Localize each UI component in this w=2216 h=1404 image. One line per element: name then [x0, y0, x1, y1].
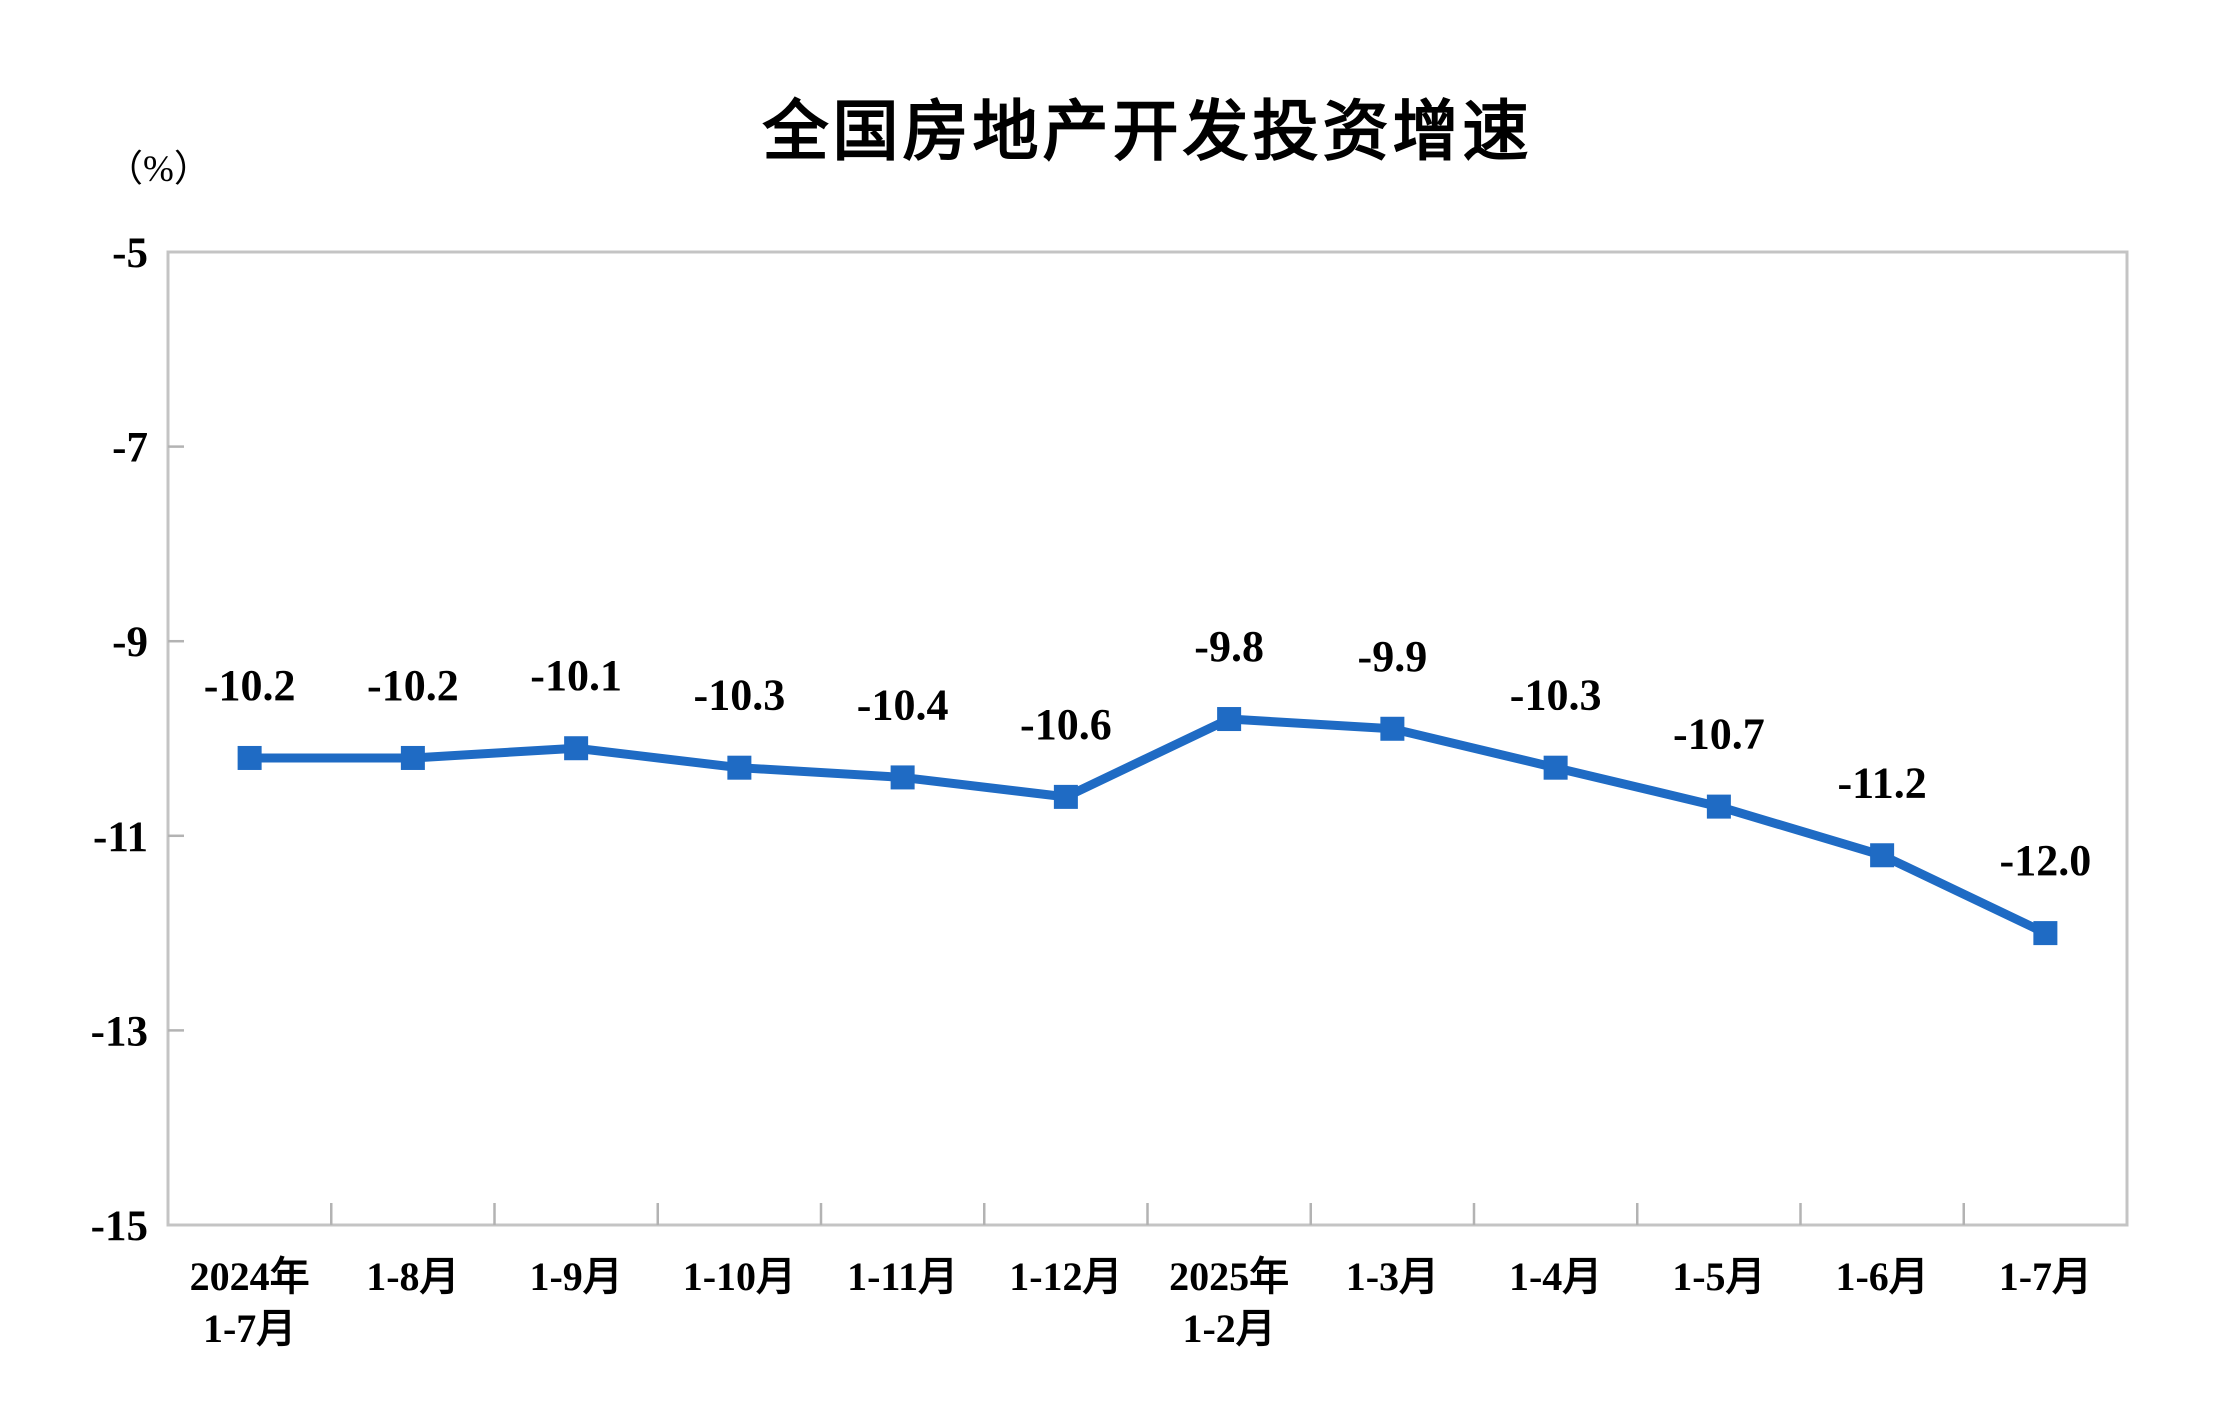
y-axis-tick-label: -9: [112, 619, 148, 666]
data-point-marker-10: [1870, 843, 1895, 868]
data-point-marker-3: [727, 755, 752, 780]
x-axis-category-label: 1-5月: [1672, 1254, 1765, 1299]
data-label-4: -10.4: [857, 680, 949, 729]
data-point-marker-7: [1380, 716, 1405, 741]
x-axis-category-label: 1-4月: [1509, 1254, 1602, 1299]
y-axis-tick-label: -5: [112, 230, 148, 277]
data-label-7: -9.9: [1358, 632, 1428, 681]
y-axis-tick-label: -13: [91, 1008, 148, 1055]
data-point-marker-4: [890, 765, 915, 790]
data-point-marker-0: [237, 745, 262, 770]
data-point-marker-1: [400, 745, 425, 770]
x-axis-category-label: 1-10月: [683, 1254, 796, 1299]
x-axis-category-label: 1-6月: [1835, 1254, 1928, 1299]
x-axis-category-label: 1-8月: [366, 1254, 459, 1299]
data-label-5: -10.6: [1020, 700, 1112, 749]
y-axis-tick-label: -15: [91, 1203, 148, 1250]
data-label-0: -10.2: [204, 661, 296, 710]
x-axis-category-label: 1-3月: [1346, 1254, 1439, 1299]
data-point-marker-5: [1053, 784, 1078, 809]
y-axis-unit-label: （%）: [106, 149, 211, 190]
trend-line: [245, 714, 2050, 938]
y-axis-tick-label: -7: [112, 425, 148, 472]
data-point-marker-6: [1217, 707, 1242, 732]
x-axis-category-label: 1-7月: [1999, 1254, 2092, 1299]
data-label-11: -12.0: [2000, 836, 2092, 885]
data-point-marker-9: [1706, 794, 1731, 819]
x-axis-category-label: 1-12月: [1009, 1254, 1122, 1299]
x-axis-category-label: 2025年 1-2月: [1169, 1254, 1289, 1351]
y-axis-tick-label: -11: [93, 814, 148, 861]
data-label-6: -9.8: [1194, 622, 1264, 671]
data-label-10: -11.2: [1838, 758, 1927, 807]
x-axis-category-label: 2024年 1-7月: [190, 1254, 310, 1351]
chart-title: 全国房地产开发投资增速: [762, 94, 1533, 168]
data-label-3: -10.3: [694, 671, 786, 720]
plot-area-border: [166, 250, 2129, 1227]
data-label-8: -10.3: [1510, 671, 1602, 720]
x-axis-category-label: 1-11月: [847, 1254, 958, 1299]
data-point-marker-11: [2033, 921, 2058, 946]
data-label-1: -10.2: [367, 661, 459, 710]
data-label-2: -10.1: [530, 651, 622, 700]
x-axis-category-label: 1-9月: [529, 1254, 622, 1299]
data-point-marker-8: [1543, 755, 1568, 780]
data-point-marker-2: [564, 736, 589, 761]
data-label-9: -10.7: [1673, 710, 1765, 759]
